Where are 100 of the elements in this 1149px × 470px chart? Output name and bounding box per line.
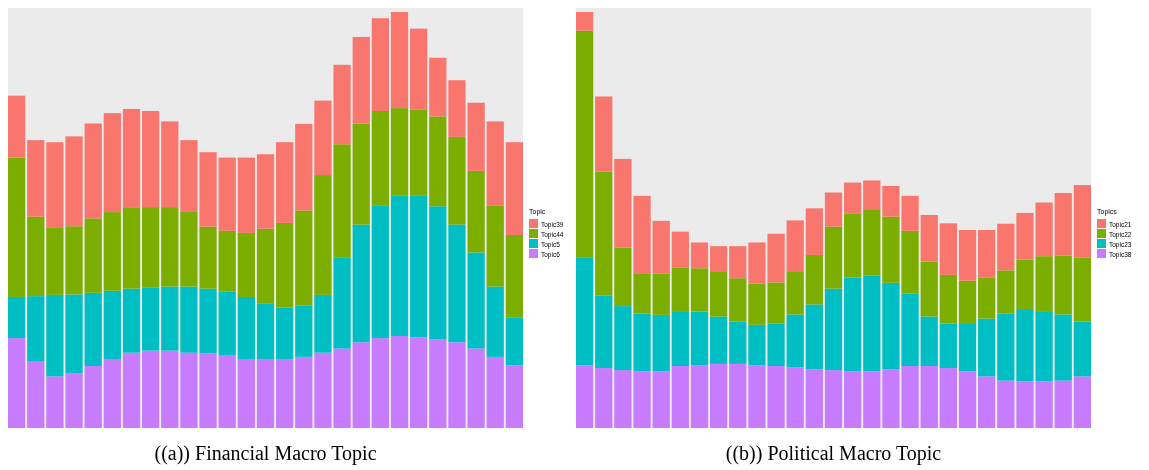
- bar: [161, 286, 179, 351]
- bar: [786, 314, 804, 368]
- bar: [710, 272, 728, 317]
- bar: [295, 356, 313, 428]
- bar: [237, 157, 255, 233]
- bar: [237, 232, 255, 297]
- bar: [595, 171, 613, 296]
- bar: [690, 311, 709, 366]
- bar: [371, 111, 389, 206]
- bar: [939, 223, 957, 275]
- bar: [8, 338, 26, 428]
- bar: [710, 246, 728, 272]
- bar: [122, 288, 141, 353]
- bar: [8, 95, 26, 158]
- bar: [671, 231, 689, 268]
- bar: [371, 338, 389, 428]
- bar: [429, 206, 447, 340]
- bar: [84, 123, 102, 219]
- bar: [595, 96, 613, 172]
- bar: [410, 109, 428, 196]
- bar: [27, 140, 45, 217]
- bar: [652, 314, 670, 372]
- bar: [27, 361, 45, 428]
- bar: [295, 123, 313, 211]
- bar: [390, 336, 409, 428]
- text: ((a)) Financial Macro Topic: [154, 442, 377, 465]
- bar: [276, 307, 294, 359]
- bar: [103, 113, 121, 213]
- bar: [410, 28, 428, 110]
- bar: [1073, 321, 1091, 377]
- bar: [276, 142, 294, 223]
- bar: [256, 154, 275, 229]
- bar: [1054, 255, 1072, 315]
- bar: [429, 116, 447, 207]
- bar: [978, 229, 996, 278]
- bar: [863, 371, 881, 428]
- bar: [84, 218, 102, 293]
- bar: [690, 242, 709, 269]
- bar: [729, 363, 747, 428]
- bar: [486, 286, 504, 357]
- bar: [824, 370, 843, 428]
- bar: [371, 18, 389, 112]
- bar: [295, 305, 313, 357]
- bar: [505, 365, 523, 428]
- bar: [352, 123, 370, 225]
- bar: [805, 369, 823, 428]
- bar: [486, 121, 504, 206]
- bar: [729, 246, 747, 279]
- bar: [1054, 192, 1072, 256]
- bar: [1073, 185, 1091, 258]
- bar: [690, 365, 709, 428]
- bar: [920, 261, 938, 317]
- bar: [142, 111, 160, 208]
- bar: [920, 316, 938, 367]
- bar: [939, 274, 957, 324]
- bar: [237, 296, 255, 359]
- bar: [978, 318, 996, 377]
- bar: [218, 355, 236, 428]
- bar: [729, 321, 747, 364]
- bar: [1054, 380, 1072, 428]
- bar: [122, 108, 141, 208]
- bar: [710, 316, 728, 364]
- bar: [844, 277, 862, 372]
- bar: [729, 278, 747, 322]
- bar: [84, 292, 102, 367]
- bar: [390, 12, 409, 109]
- bar: [958, 371, 977, 428]
- bar: [920, 366, 938, 428]
- bar: [410, 337, 428, 428]
- bar: [863, 180, 881, 210]
- bar: [218, 291, 236, 356]
- bar: [256, 303, 275, 359]
- bar: [142, 287, 160, 351]
- bar: [103, 290, 121, 359]
- bar: [1073, 257, 1091, 322]
- bar: [161, 207, 179, 287]
- bar: [27, 296, 45, 362]
- bar: [652, 220, 670, 274]
- bar: [390, 195, 409, 337]
- bar: [786, 367, 804, 428]
- bar: [103, 212, 121, 291]
- bar: [978, 277, 996, 319]
- bar: [429, 339, 447, 428]
- bar: [844, 182, 862, 214]
- bar: [844, 371, 862, 428]
- bar: [352, 224, 370, 343]
- bar: [844, 213, 862, 278]
- bar: [997, 223, 1015, 271]
- bar: [256, 358, 275, 428]
- bar: [958, 229, 977, 281]
- bar: [671, 311, 689, 367]
- bar: [429, 57, 447, 117]
- bar: [486, 205, 504, 287]
- bar: [863, 209, 881, 276]
- bar: [863, 275, 881, 372]
- bar: [652, 273, 670, 315]
- bar: [576, 365, 594, 428]
- bar: [410, 195, 428, 338]
- bar: [576, 257, 594, 366]
- bar: [997, 270, 1015, 314]
